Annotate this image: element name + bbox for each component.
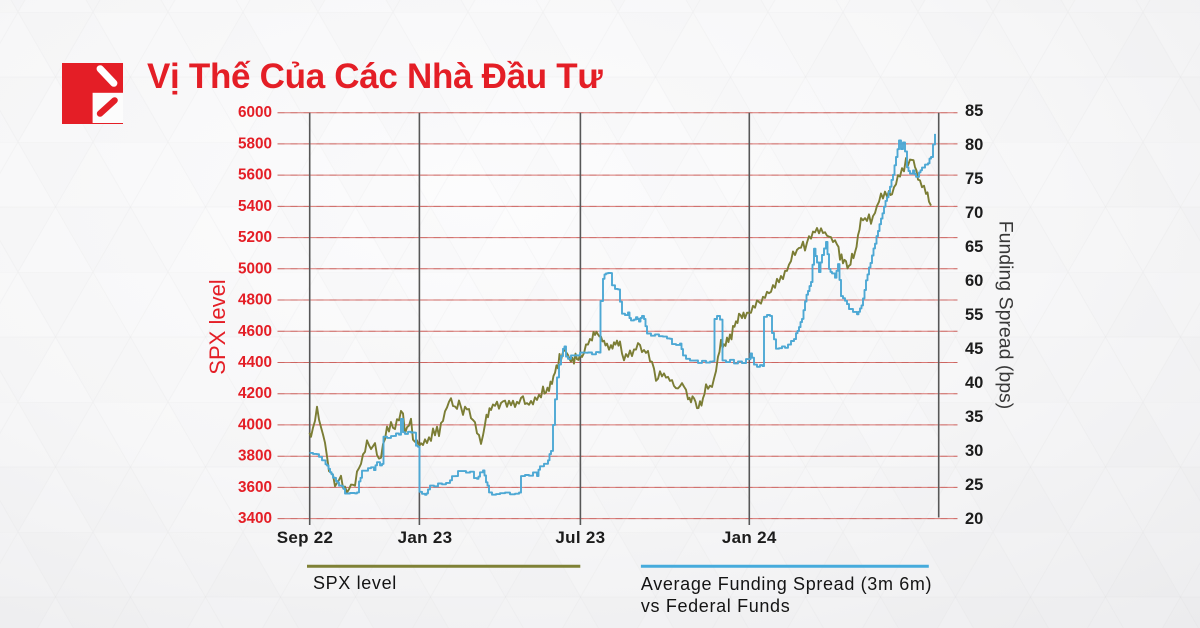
svg-text:Jan 24: Jan 24 [722,528,777,547]
svg-text:4200: 4200 [238,385,272,402]
svg-text:45: 45 [965,340,983,358]
svg-text:5800: 5800 [238,135,272,152]
svg-text:Jul 23: Jul 23 [555,528,605,547]
svg-text:5600: 5600 [238,167,272,184]
svg-text:Sep 22: Sep 22 [277,528,334,547]
svg-text:80: 80 [965,136,983,154]
svg-text:5200: 5200 [238,229,272,246]
svg-text:vs Federal Funds: vs Federal Funds [641,596,790,616]
svg-text:Average Funding Spread (3m 6m): Average Funding Spread (3m 6m) [641,574,932,594]
svg-text:6000: 6000 [238,104,272,121]
svg-text:30: 30 [965,442,983,460]
svg-text:5400: 5400 [238,198,272,215]
svg-text:3600: 3600 [238,479,272,496]
svg-text:85: 85 [965,102,983,120]
svg-text:4600: 4600 [238,323,272,340]
svg-text:4800: 4800 [238,292,272,309]
svg-text:4000: 4000 [238,416,272,433]
svg-text:65: 65 [965,238,983,256]
svg-text:4400: 4400 [238,354,272,371]
svg-text:3400: 3400 [238,510,272,527]
svg-text:40: 40 [965,374,983,392]
svg-text:20: 20 [965,510,983,528]
svg-text:SPX level: SPX level [313,573,397,593]
svg-text:55: 55 [965,306,983,324]
svg-text:SPX level: SPX level [205,279,230,374]
svg-text:60: 60 [965,272,983,290]
svg-text:75: 75 [965,170,983,188]
svg-text:5000: 5000 [238,260,272,277]
svg-text:25: 25 [965,476,983,494]
svg-text:35: 35 [965,408,983,426]
svg-text:3800: 3800 [238,448,272,465]
svg-text:Jan 23: Jan 23 [398,528,453,547]
svg-text:Funding Spread (bps): Funding Spread (bps) [995,221,1017,410]
svg-text:70: 70 [965,204,983,222]
